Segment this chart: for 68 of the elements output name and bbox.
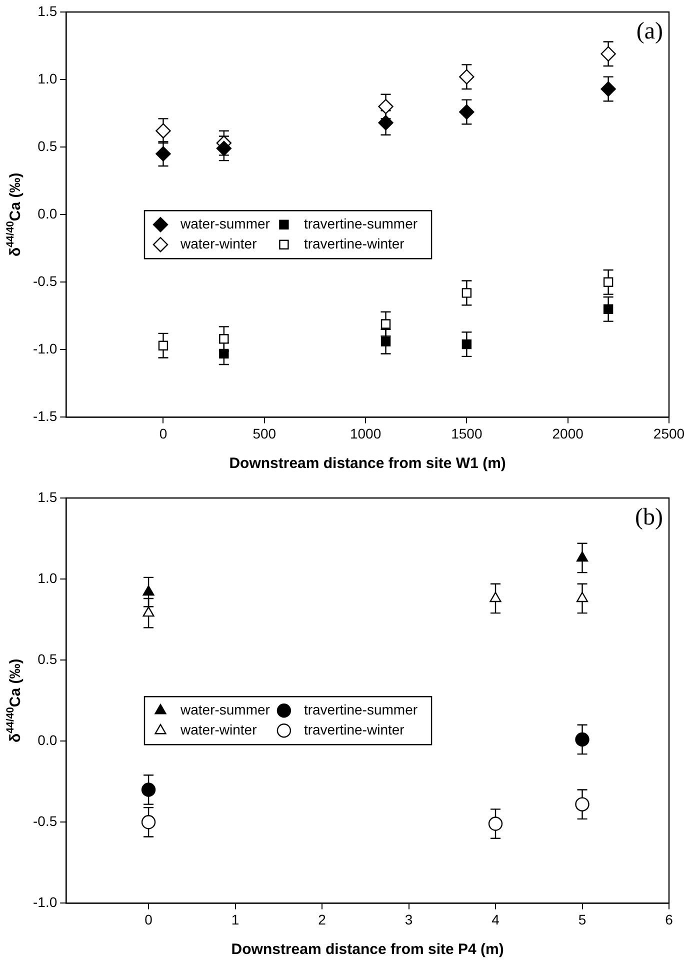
legend-label: travertine-summer — [304, 215, 418, 232]
y-tick-label: -1.0 — [33, 340, 58, 357]
x-tick-label: 1500 — [451, 425, 482, 442]
y-tick-label: 1.0 — [38, 70, 58, 86]
x-tick-label: 4 — [492, 911, 500, 928]
point — [158, 340, 168, 350]
point — [156, 123, 171, 138]
y-tick-label: -1.0 — [33, 894, 58, 910]
point — [142, 585, 154, 596]
point — [380, 336, 391, 346]
point — [576, 592, 588, 602]
point — [142, 606, 154, 617]
point — [600, 81, 616, 97]
point — [490, 592, 502, 602]
point — [575, 732, 590, 747]
point — [603, 277, 614, 287]
y-tick-label: 0.0 — [38, 732, 58, 748]
legend-label: water-winter — [180, 235, 258, 252]
annotation: (a) — [636, 18, 663, 44]
x-tick-label: 5 — [578, 911, 586, 928]
legend-label: water-summer — [180, 215, 270, 232]
x-axis-title: Downstream distance from site W1 (m) — [229, 455, 506, 472]
point — [219, 348, 229, 359]
point — [576, 551, 588, 562]
y-tick-label: 0.0 — [38, 205, 58, 222]
legend-label: travertine-winter — [304, 235, 405, 252]
y-tick-label: -0.5 — [33, 813, 58, 830]
point — [600, 46, 616, 62]
x-tick-label: 2000 — [552, 425, 584, 442]
x-axis-title: Downstream distance from site P4 (m) — [231, 941, 504, 958]
x-tick-label: 2500 — [653, 425, 685, 442]
point — [462, 288, 472, 298]
y-tick-label: 1.5 — [38, 488, 58, 505]
point — [488, 816, 503, 831]
point — [459, 104, 474, 120]
point — [603, 304, 614, 314]
x-tick-label: 0 — [144, 911, 153, 928]
point — [575, 797, 590, 812]
legend-label: travertine-winter — [304, 721, 405, 738]
point — [216, 140, 232, 156]
point — [141, 782, 156, 797]
x-tick-label: 2 — [318, 911, 326, 928]
y-tick-label: 0.5 — [38, 650, 58, 667]
y-tick-label: -1.5 — [33, 408, 58, 424]
point — [378, 115, 394, 130]
point — [378, 98, 394, 114]
point — [380, 319, 391, 329]
y-axis-title: δ44/40Ca (‰) — [4, 658, 24, 742]
x-tick-label: 1000 — [350, 425, 382, 442]
x-tick-label: 500 — [252, 425, 276, 442]
y-tick-label: -0.5 — [33, 272, 58, 289]
x-tick-label: 1 — [231, 911, 240, 928]
legend-label: water-winter — [180, 721, 258, 738]
point — [462, 339, 472, 350]
point — [459, 69, 474, 84]
y-tick-label: 1.0 — [38, 570, 58, 586]
y-axis-title: δ44/40Ca (‰) — [4, 172, 24, 256]
legend-label: water-summer — [180, 701, 270, 718]
x-tick-label: 6 — [665, 911, 674, 928]
point — [156, 146, 171, 162]
x-tick-label: 3 — [404, 911, 413, 928]
point — [141, 815, 156, 830]
y-tick-label: 0.5 — [38, 138, 58, 154]
annotation: (b) — [635, 504, 663, 530]
x-tick-label: 0 — [159, 425, 168, 442]
y-tick-label: 1.5 — [38, 2, 58, 19]
legend-label: travertine-summer — [304, 701, 418, 718]
point — [219, 334, 229, 344]
